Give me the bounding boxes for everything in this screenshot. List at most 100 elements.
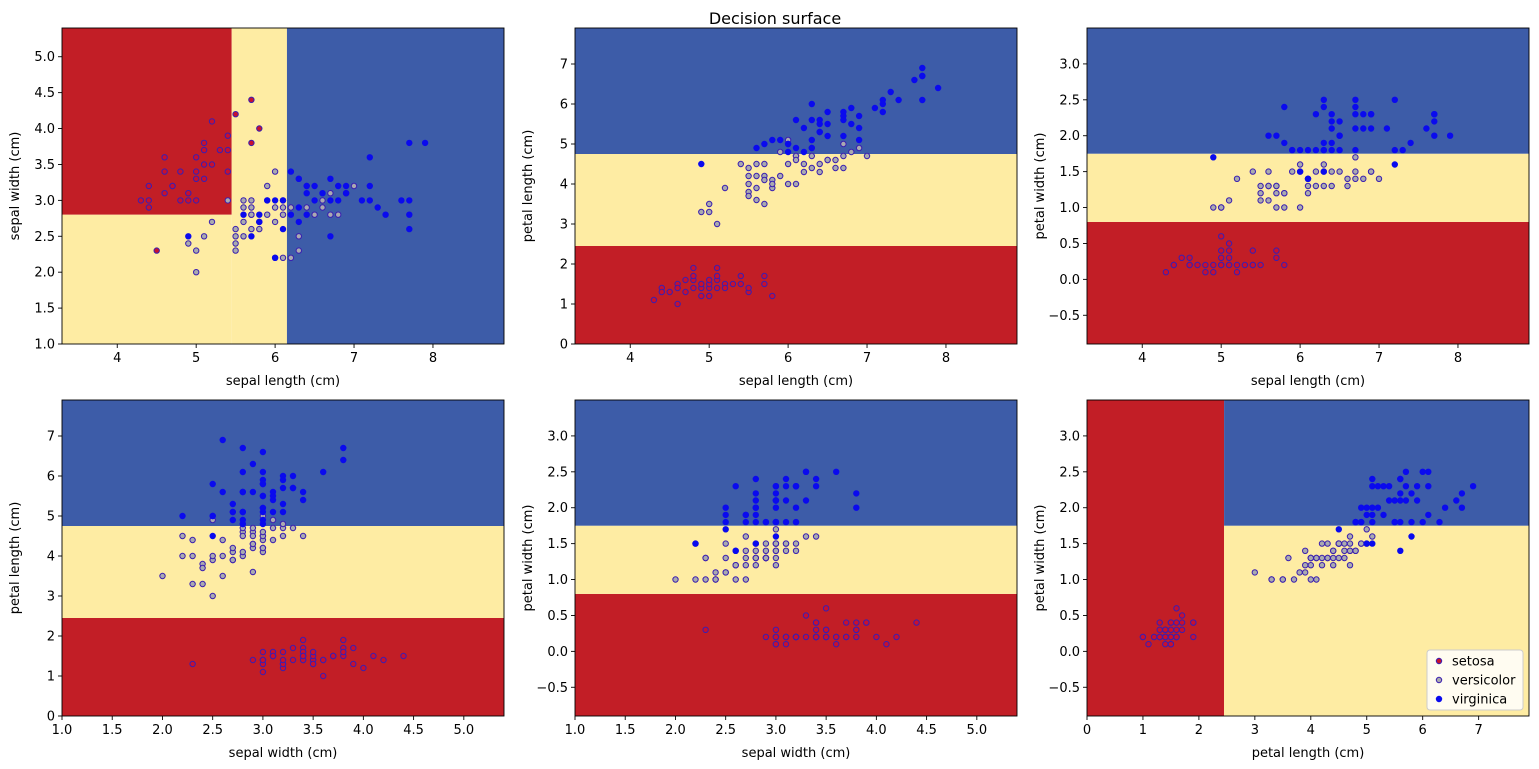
point-versicolor xyxy=(1233,175,1241,183)
point-versicolor xyxy=(1320,182,1328,190)
x-tick-label: 6 xyxy=(1419,723,1427,738)
point-virginica xyxy=(1431,118,1438,125)
y-tick-label: 1.0 xyxy=(547,573,568,588)
point-setosa xyxy=(706,276,713,284)
point-setosa xyxy=(177,197,184,204)
point-setosa xyxy=(320,656,327,664)
point-versicolor xyxy=(1352,175,1359,183)
point-virginica xyxy=(1369,483,1376,490)
point-virginica xyxy=(1374,504,1382,511)
subplot-4: 1.0 1.5 2.0 2.5 3.0 3.5 4.0 4.5 5.0 0 1 2 3 4 5 6 7 sepal… xyxy=(8,399,505,761)
x-tick-label: 1.0 xyxy=(565,723,586,738)
point-versicolor xyxy=(240,218,247,226)
point-virginica xyxy=(840,116,847,124)
point-versicolor xyxy=(248,211,255,218)
point-versicolor xyxy=(1273,204,1280,211)
point-virginica xyxy=(1423,125,1430,132)
point-setosa xyxy=(248,139,255,147)
point-virginica xyxy=(824,132,831,140)
point-versicolor xyxy=(319,204,326,211)
point-versicolor xyxy=(209,552,216,560)
subplot-2: 4 5 6 7 8 0 1 2 3 4 5 6 7 sepal length (cm) petal leng… xyxy=(521,27,1018,389)
point-versicolor xyxy=(189,580,196,588)
point-setosa xyxy=(350,660,357,668)
point-versicolor xyxy=(319,197,326,204)
point-setosa xyxy=(1178,612,1186,619)
point-versicolor xyxy=(1352,154,1359,161)
decision-region-versicolor xyxy=(575,154,1017,246)
point-virginica xyxy=(1408,518,1415,526)
point-versicolor xyxy=(287,254,295,261)
x-axis-label: sepal length (cm) xyxy=(739,374,853,389)
point-versicolor xyxy=(199,580,206,588)
point-virginica xyxy=(1407,139,1414,147)
point-virginica xyxy=(209,512,216,520)
point-setosa xyxy=(772,641,780,648)
point-versicolor xyxy=(249,568,257,576)
point-versicolor xyxy=(219,536,226,544)
point-virginica xyxy=(1281,103,1288,111)
point-virginica xyxy=(1402,497,1410,504)
point-versicolor xyxy=(722,540,729,547)
point-versicolor xyxy=(232,240,239,247)
x-tick-label: 3.5 xyxy=(816,723,837,738)
point-virginica xyxy=(219,488,226,496)
point-setosa xyxy=(833,633,840,641)
point-setosa xyxy=(1167,619,1175,626)
x-tick-label: 2.0 xyxy=(665,723,686,738)
decision-region-virginica xyxy=(575,28,1017,154)
point-versicolor xyxy=(777,148,784,156)
point-virginica xyxy=(287,168,295,175)
point-virginica xyxy=(1312,146,1320,154)
point-virginica xyxy=(1436,518,1443,526)
point-setosa xyxy=(658,288,665,296)
point-virginica xyxy=(752,511,759,519)
point-versicolor xyxy=(1318,540,1326,547)
y-tick-label: 1 xyxy=(47,670,55,685)
decision-region-setosa xyxy=(575,593,1017,716)
point-virginica xyxy=(229,500,237,508)
point-setosa xyxy=(702,626,709,633)
axes-frame xyxy=(1086,399,1530,717)
point-versicolor xyxy=(752,547,759,554)
point-setosa xyxy=(1173,605,1180,612)
point-virginica xyxy=(1397,475,1404,483)
point-virginica xyxy=(1336,146,1343,154)
point-versicolor xyxy=(1313,576,1320,583)
point-versicolor xyxy=(229,556,237,564)
point-virginica xyxy=(259,520,267,528)
point-setosa xyxy=(216,146,224,154)
point-versicolor xyxy=(200,233,208,240)
point-virginica xyxy=(792,144,800,152)
point-virginica xyxy=(698,160,705,168)
point-versicolor xyxy=(327,211,334,218)
point-setosa xyxy=(822,626,830,633)
point-virginica xyxy=(1273,132,1280,139)
point-virginica xyxy=(299,496,307,504)
point-setosa xyxy=(309,648,317,656)
point-versicolor xyxy=(1341,547,1348,554)
point-virginica xyxy=(1336,132,1343,139)
point-setosa xyxy=(802,612,810,619)
point-versicolor xyxy=(855,144,863,152)
point-virginica xyxy=(279,197,287,204)
x-tick-label: 7 xyxy=(350,351,358,366)
point-setosa xyxy=(1173,619,1180,626)
point-setosa xyxy=(650,296,658,304)
point-setosa xyxy=(249,656,257,664)
y-tick-label: 2.5 xyxy=(547,465,568,480)
y-tick-label: 3.5 xyxy=(34,158,55,173)
point-virginica xyxy=(1289,146,1296,154)
point-versicolor xyxy=(840,140,847,148)
point-virginica xyxy=(752,540,759,547)
point-setosa xyxy=(208,118,216,125)
point-virginica xyxy=(1397,490,1404,497)
point-setosa xyxy=(682,288,689,296)
point-virginica xyxy=(1320,103,1328,111)
point-virginica xyxy=(340,456,347,464)
x-tick-label: 8 xyxy=(1454,351,1462,366)
point-virginica xyxy=(752,497,759,504)
point-versicolor xyxy=(1352,547,1359,554)
point-setosa xyxy=(1162,633,1169,641)
point-setosa xyxy=(189,660,196,668)
